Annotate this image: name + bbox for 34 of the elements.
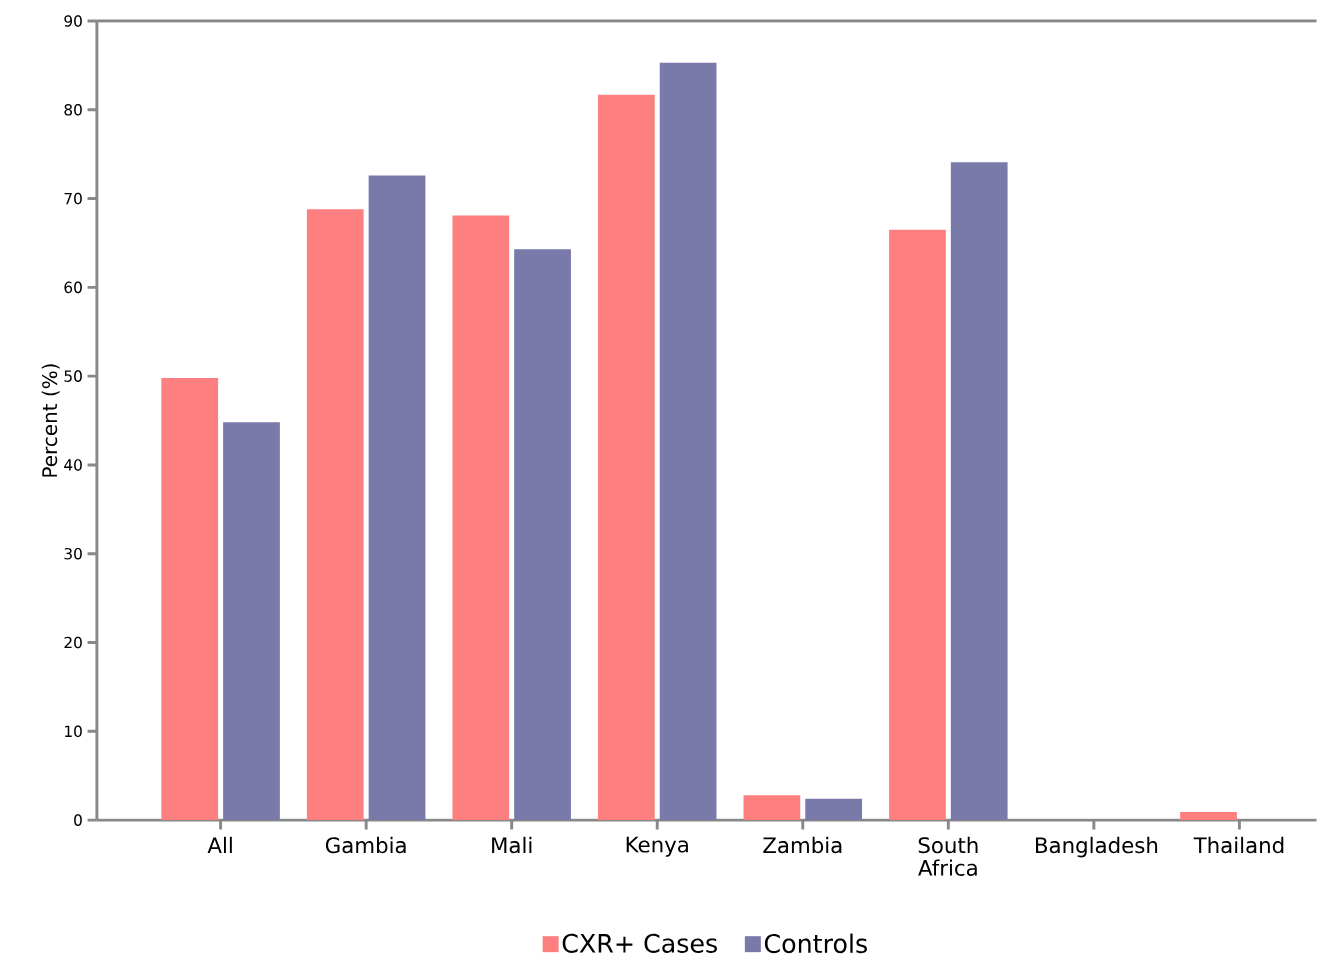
bar bbox=[514, 249, 571, 821]
x-tick-label: Kenya bbox=[626, 836, 688, 857]
y-tick-label: 20 bbox=[64, 636, 82, 649]
y-tick-label: 60 bbox=[64, 281, 82, 294]
y-tick-label: 0 bbox=[74, 814, 82, 826]
bar bbox=[805, 798, 863, 821]
y-tick-label: 80 bbox=[64, 103, 82, 116]
bar bbox=[306, 209, 364, 821]
x-tick-label: South Africa bbox=[918, 836, 978, 876]
legend-label: CXR+ Cases bbox=[562, 933, 717, 953]
y-tick-label: 40 bbox=[64, 459, 82, 471]
bar bbox=[368, 175, 426, 821]
bar bbox=[452, 215, 510, 821]
x-tick-label: Gambia bbox=[325, 836, 406, 854]
x-tick-label: Mali bbox=[492, 836, 532, 854]
bar bbox=[950, 162, 1008, 821]
y-axis-title: Percent (%) bbox=[41, 364, 60, 477]
legend-label: Controls bbox=[764, 933, 867, 954]
y-tick-label: 50 bbox=[64, 370, 82, 382]
bar bbox=[223, 422, 280, 821]
y-tick-label: 10 bbox=[65, 725, 82, 738]
x-tick-label: Bangladesh bbox=[1036, 836, 1158, 858]
bar bbox=[1180, 812, 1237, 821]
y-tick-label: 70 bbox=[64, 192, 82, 205]
x-tick-label: All bbox=[207, 836, 232, 853]
x-tick-label: Zambia bbox=[763, 836, 842, 854]
y-tick-label: 90 bbox=[64, 15, 82, 27]
bar bbox=[161, 377, 219, 821]
y-tick-label: 30 bbox=[64, 547, 82, 560]
bar bbox=[659, 62, 717, 821]
bar bbox=[743, 795, 801, 821]
x-tick-label: Thailand bbox=[1193, 836, 1284, 854]
bar bbox=[889, 229, 946, 821]
bar bbox=[597, 94, 655, 821]
